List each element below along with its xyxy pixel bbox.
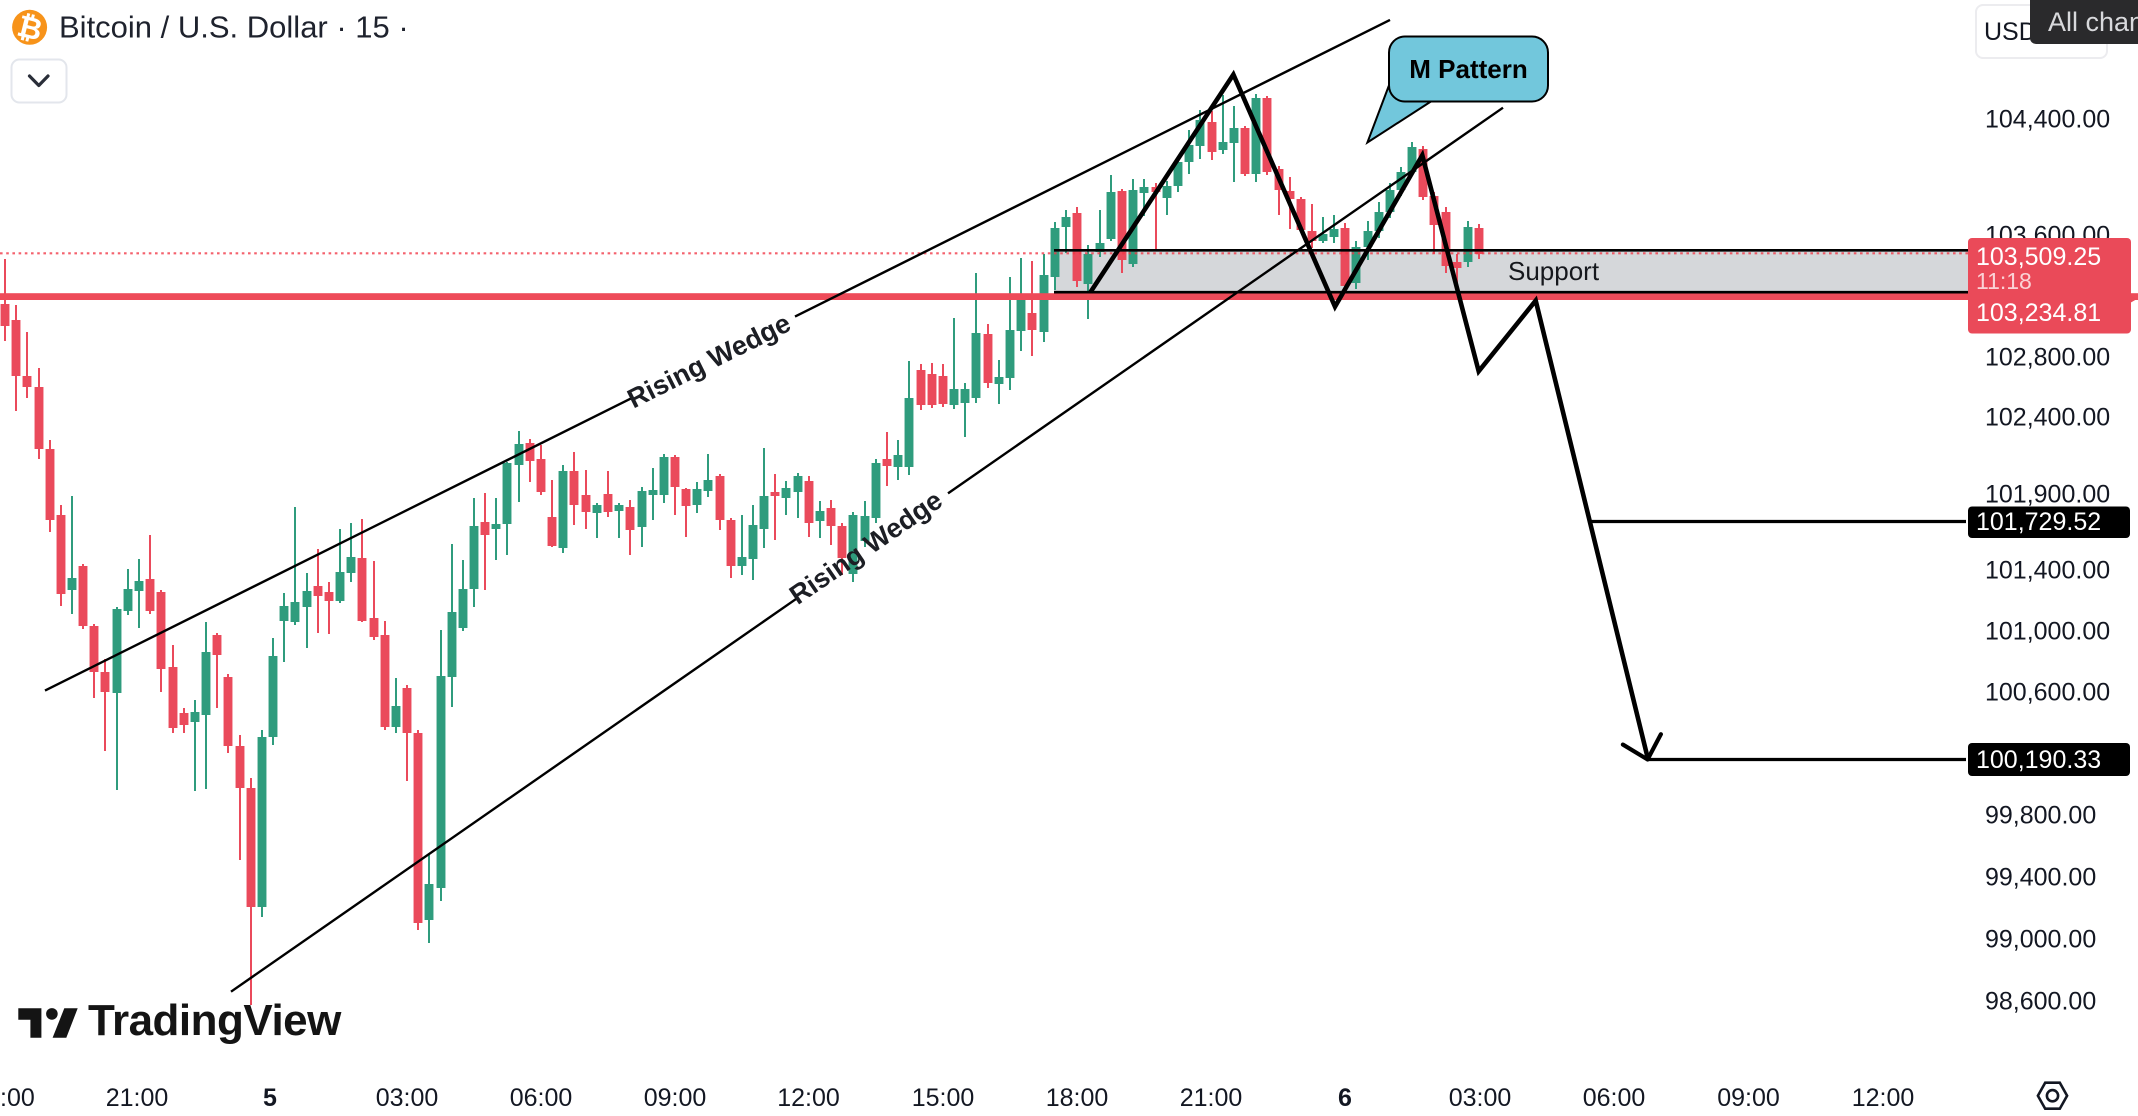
- svg-text:09:00: 09:00: [644, 1084, 707, 1112]
- svg-text:03:00: 03:00: [1449, 1084, 1512, 1112]
- svg-text:06:00: 06:00: [510, 1084, 573, 1112]
- svg-text:99,400.00: 99,400.00: [1985, 864, 2096, 892]
- svg-text:21:00: 21:00: [106, 1084, 169, 1112]
- svg-text:M Pattern: M Pattern: [1409, 54, 1527, 84]
- svg-text:101,729.52: 101,729.52: [1976, 508, 2101, 536]
- svg-text:103,234.81: 103,234.81: [1976, 299, 2101, 327]
- svg-text:101,900.00: 101,900.00: [1985, 481, 2110, 509]
- svg-text:101,000.00: 101,000.00: [1985, 618, 2110, 646]
- svg-text:USD: USD: [1984, 18, 2037, 46]
- svg-text:101,400.00: 101,400.00: [1985, 557, 2110, 585]
- svg-text:104,400.00: 104,400.00: [1985, 106, 2110, 134]
- svg-text:5: 5: [263, 1084, 277, 1112]
- svg-text:Rising Wedge: Rising Wedge: [623, 308, 796, 414]
- svg-text:98,600.00: 98,600.00: [1985, 988, 2096, 1016]
- svg-text:11:18: 11:18: [1976, 268, 2032, 294]
- svg-text:99,000.00: 99,000.00: [1985, 926, 2096, 954]
- svg-text:99,800.00: 99,800.00: [1985, 802, 2096, 830]
- svg-text::00: :00: [0, 1084, 35, 1112]
- svg-text:21:00: 21:00: [1180, 1084, 1243, 1112]
- svg-text:102,800.00: 102,800.00: [1985, 344, 2110, 372]
- svg-text:Bitcoin / U.S. Dollar · 15 ·: Bitcoin / U.S. Dollar · 15 ·: [59, 10, 409, 45]
- svg-text:103,509.25: 103,509.25: [1976, 243, 2101, 271]
- svg-text:18:00: 18:00: [1046, 1084, 1109, 1112]
- svg-text:100,190.33: 100,190.33: [1976, 746, 2101, 774]
- svg-text:Support: Support: [1508, 256, 1600, 286]
- svg-text:15:00: 15:00: [912, 1084, 975, 1112]
- svg-text:102,400.00: 102,400.00: [1985, 404, 2110, 432]
- svg-text:6: 6: [1338, 1084, 1352, 1112]
- svg-text:12:00: 12:00: [777, 1084, 840, 1112]
- svg-text:100,600.00: 100,600.00: [1985, 679, 2110, 707]
- svg-text:TradingView: TradingView: [88, 996, 342, 1045]
- svg-text:All chan: All chan: [2048, 7, 2138, 37]
- svg-text:06:00: 06:00: [1583, 1084, 1646, 1112]
- svg-text:09:00: 09:00: [1717, 1084, 1780, 1112]
- svg-text:03:00: 03:00: [376, 1084, 439, 1112]
- svg-text:12:00: 12:00: [1852, 1084, 1915, 1112]
